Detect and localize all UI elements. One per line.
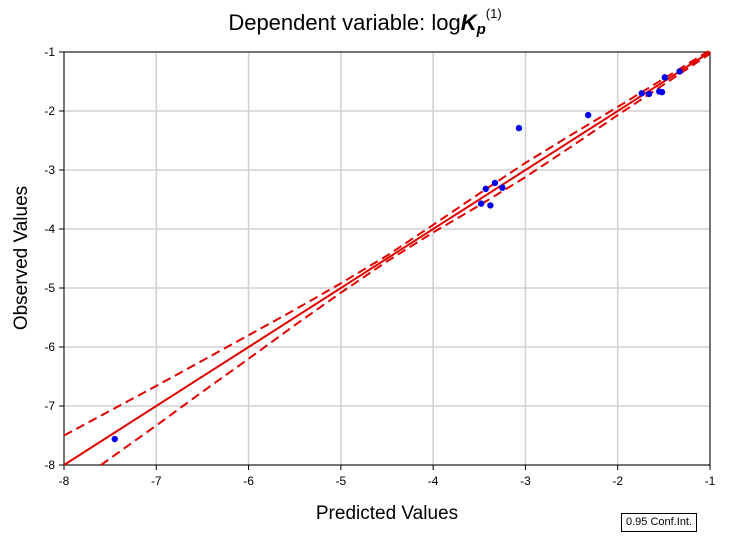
title-prefix: Dependent variable: log bbox=[228, 10, 461, 35]
x-tick-label: -2 bbox=[612, 474, 623, 488]
y-tick-label: -8 bbox=[44, 458, 55, 472]
grid-lines bbox=[63, 51, 711, 466]
data-point bbox=[499, 184, 506, 191]
data-point bbox=[584, 111, 592, 119]
confidence-interval-legend: 0.95 Conf.Int. bbox=[621, 513, 698, 532]
y-tick-label: -2 bbox=[44, 104, 55, 118]
regression-line bbox=[63, 51, 711, 466]
x-tick-label: -6 bbox=[243, 474, 254, 488]
x-tick-label: -8 bbox=[59, 474, 70, 488]
data-point bbox=[638, 90, 645, 97]
data-point bbox=[515, 124, 523, 132]
title-superscript: (1) bbox=[485, 6, 502, 21]
axis-ticks: -8 -7 -6 -5 -4 -3 -2 -1 -8 -7 -6 -5 -4 -3 -2 -1 bbox=[44, 45, 715, 488]
x-tick-label: -7 bbox=[151, 474, 162, 488]
data-point bbox=[645, 90, 653, 98]
data-point bbox=[477, 200, 485, 207]
data-point bbox=[491, 179, 499, 187]
y-tick-label: -6 bbox=[44, 340, 55, 354]
y-tick-label: -3 bbox=[44, 163, 55, 177]
data-point bbox=[658, 88, 666, 96]
data-points bbox=[111, 68, 683, 443]
fit-line bbox=[63, 51, 711, 466]
lower-confidence-line bbox=[100, 52, 711, 466]
y-axis-label: Observed Values bbox=[11, 186, 32, 330]
x-axis-label: Predicted Values bbox=[316, 503, 458, 524]
title-symbol: K bbox=[460, 10, 477, 35]
upper-confidence-line bbox=[63, 49, 711, 437]
x-tick-label: -4 bbox=[428, 474, 439, 488]
y-tick-label: -7 bbox=[44, 399, 55, 413]
y-tick-label: -1 bbox=[44, 45, 55, 59]
data-point bbox=[661, 74, 668, 81]
x-tick-label: -1 bbox=[705, 474, 716, 488]
plot-frame bbox=[63, 51, 711, 466]
x-tick-label: -3 bbox=[520, 474, 531, 488]
data-point bbox=[482, 185, 489, 193]
data-point bbox=[487, 202, 494, 209]
data-point bbox=[111, 435, 118, 443]
data-point bbox=[676, 68, 683, 75]
y-tick-label: -5 bbox=[44, 281, 55, 295]
confidence-bands bbox=[63, 49, 711, 466]
chart-title: Dependent variable: logKp(1) bbox=[0, 6, 730, 38]
y-tick-label: -4 bbox=[44, 222, 55, 236]
x-tick-label: -5 bbox=[336, 474, 347, 488]
title-subscript: p bbox=[476, 21, 486, 38]
